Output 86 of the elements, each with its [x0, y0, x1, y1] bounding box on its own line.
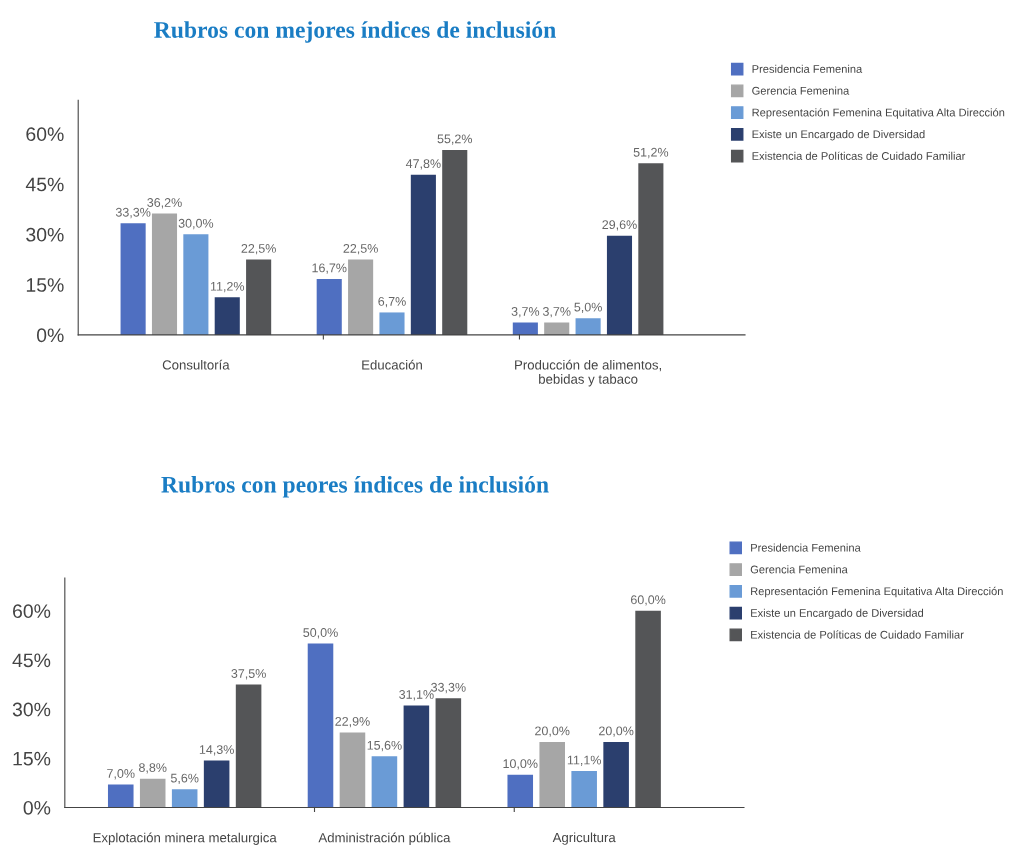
- data-label: 51,2%: [633, 147, 669, 159]
- x-tick-label: Consultoría: [162, 359, 230, 370]
- legend-label: Existe un Encargado de Diversidad: [751, 608, 924, 620]
- chart-title: Rubros con peores índices de inclusión: [161, 476, 549, 498]
- chart-title: Rubros con mejores índices de inclusión: [154, 21, 556, 43]
- data-label: 22,9%: [335, 716, 370, 728]
- data-label: 47,8%: [405, 159, 441, 170]
- y-tick-label: 0%: [36, 328, 64, 343]
- bar: [571, 771, 597, 808]
- x-tick-label: Agricultura: [552, 832, 616, 845]
- legend-label: Gerencia Femenina: [752, 86, 850, 95]
- bar: [316, 278, 342, 335]
- data-label: 33,3%: [115, 207, 151, 219]
- bar: [635, 610, 661, 808]
- bar: [339, 732, 366, 808]
- y-tick-label: 30%: [26, 227, 64, 242]
- data-label: 20,0%: [599, 726, 634, 737]
- bar: [183, 234, 209, 335]
- data-label: 3,7%: [511, 307, 540, 318]
- data-label: 30,0%: [178, 218, 214, 230]
- bar: [348, 259, 374, 335]
- data-label: 11,1%: [567, 755, 601, 766]
- legend-label: Representación Femenina Equitativa Alta Dirección: [751, 586, 1003, 598]
- data-label: 36,2%: [147, 198, 182, 209]
- data-label: 11,2%: [210, 281, 245, 293]
- y-tick-label: 30%: [12, 702, 51, 717]
- legend-label: Existe un Encargado de Diversidad: [752, 130, 925, 141]
- legend-label: Representación Femenina Equitativa Alta Dirección: [752, 108, 1005, 119]
- legend-label: Existencia de Políticas de Cuidado Familiar: [751, 630, 964, 639]
- bar: [171, 789, 198, 808]
- x-tick-label: Explotación minera metalurgica: [93, 832, 277, 845]
- bar: [139, 778, 166, 808]
- bar: [638, 163, 664, 335]
- bar: [512, 322, 538, 335]
- bar: [120, 223, 146, 335]
- bar: [203, 760, 230, 808]
- bar: [371, 756, 398, 808]
- data-label: 3,7%: [542, 307, 571, 318]
- data-label: 10,0%: [503, 759, 538, 770]
- data-label: 50,0%: [303, 628, 338, 639]
- y-tick-label: 45%: [12, 653, 51, 668]
- x-tick-label: Educación: [362, 359, 422, 370]
- bar: [507, 774, 534, 808]
- legend-label: Presidencia Femenina: [751, 543, 861, 552]
- bar: [606, 235, 633, 335]
- data-label: 55,2%: [437, 134, 473, 145]
- bar: [410, 174, 436, 335]
- bar: [435, 698, 462, 808]
- bar: [307, 643, 334, 808]
- bar: [151, 213, 178, 335]
- legend-label: Presidencia Femenina: [752, 64, 863, 73]
- bar: [235, 684, 262, 808]
- bar: [379, 312, 405, 335]
- y-tick-label: 60%: [26, 127, 64, 142]
- y-tick-label: 15%: [13, 751, 51, 766]
- bar: [246, 259, 272, 335]
- data-label: 14,3%: [199, 745, 234, 756]
- data-label: 15,6%: [367, 740, 402, 752]
- legend-label: Existencia de Políticas de Cuidado Familiar: [752, 151, 966, 160]
- data-label: 6,7%: [378, 296, 406, 308]
- y-tick-label: 0%: [23, 800, 51, 815]
- bar: [575, 318, 601, 335]
- bar: [403, 705, 430, 808]
- data-label: 60,0%: [631, 595, 666, 606]
- x-tick-label: Administración pública: [318, 832, 451, 845]
- bar: [544, 322, 570, 335]
- data-label: 29,6%: [602, 220, 637, 231]
- data-label: 5,6%: [170, 773, 199, 784]
- bar: [107, 784, 134, 808]
- data-label: 22,5%: [343, 244, 378, 255]
- bar: [603, 741, 629, 808]
- data-label: 37,5%: [231, 669, 266, 680]
- data-label: 20,0%: [535, 726, 570, 737]
- data-label: 16,7%: [312, 263, 347, 274]
- bar: [214, 297, 240, 335]
- data-label: 8,8%: [139, 763, 167, 774]
- bar: [539, 741, 565, 808]
- y-tick-label: 45%: [25, 177, 64, 192]
- x-tick-label: Producción de alimentos, bebidas y tabaco: [515, 359, 661, 387]
- data-label: 7,0%: [107, 769, 135, 780]
- legend-label: Gerencia Femenina: [750, 565, 848, 574]
- y-tick-label: 15%: [26, 278, 64, 292]
- data-label: 5,0%: [574, 302, 602, 313]
- data-label: 22,5%: [241, 244, 276, 255]
- y-tick-label: 60%: [13, 604, 51, 619]
- bar: [442, 149, 468, 335]
